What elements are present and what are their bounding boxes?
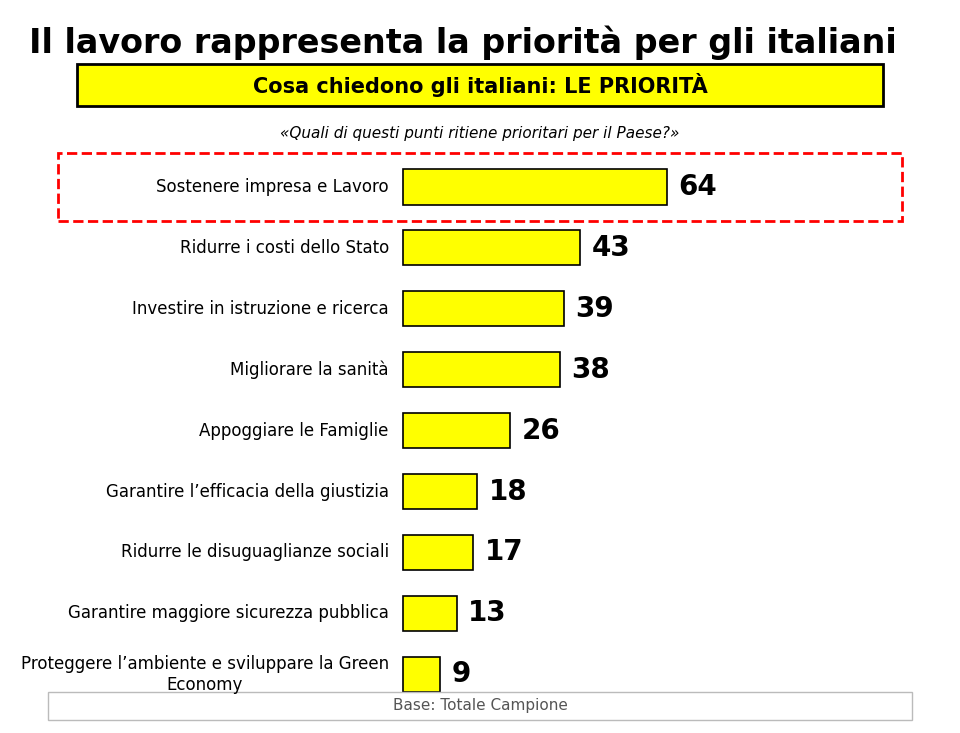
Text: Garantire l’efficacia della giustizia: Garantire l’efficacia della giustizia [106, 482, 389, 501]
Text: 13: 13 [468, 600, 507, 627]
Text: Ridurre i costi dello Stato: Ridurre i costi dello Stato [180, 239, 389, 257]
Text: 9: 9 [452, 660, 471, 688]
Text: 39: 39 [575, 295, 613, 323]
Text: Base: Totale Campione: Base: Totale Campione [393, 699, 567, 713]
Text: Proteggere l’ambiente e sviluppare la Green
Economy: Proteggere l’ambiente e sviluppare la Gr… [21, 655, 389, 693]
Text: Migliorare la sanità: Migliorare la sanità [230, 361, 389, 379]
Text: Sostenere impresa e Lavoro: Sostenere impresa e Lavoro [156, 178, 389, 196]
Text: Appoggiare le Famiglie: Appoggiare le Famiglie [200, 421, 389, 440]
Text: 26: 26 [521, 416, 561, 445]
Text: Garantire maggiore sicurezza pubblica: Garantire maggiore sicurezza pubblica [68, 605, 389, 622]
Text: 43: 43 [591, 234, 631, 262]
Text: Il lavoro rappresenta la priorità per gli italiani: Il lavoro rappresenta la priorità per gl… [29, 26, 897, 60]
Text: Ridurre le disuguaglianze sociali: Ridurre le disuguaglianze sociali [121, 543, 389, 561]
Text: Investire in istruzione e ricerca: Investire in istruzione e ricerca [132, 300, 389, 318]
Text: 64: 64 [678, 173, 717, 201]
Text: 17: 17 [485, 539, 523, 567]
Text: Cosa chiedono gli italiani: LE PRIORITÀ: Cosa chiedono gli italiani: LE PRIORITÀ [252, 73, 708, 97]
Text: «Quali di questi punti ritiene prioritari per il Paese?»: «Quali di questi punti ritiene prioritar… [280, 126, 680, 141]
Text: 18: 18 [489, 478, 527, 506]
Text: 38: 38 [571, 356, 610, 383]
